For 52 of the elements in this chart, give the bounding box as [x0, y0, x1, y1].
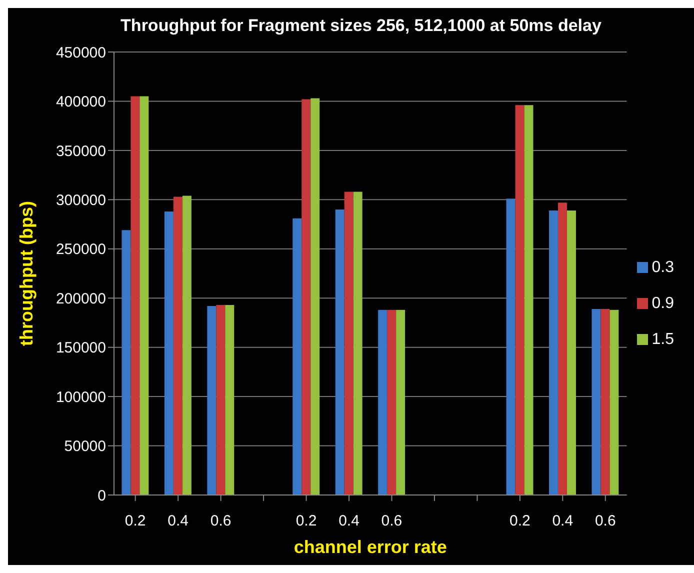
- bar: [600, 308, 610, 495]
- x-tick-label: 0.2: [296, 512, 317, 530]
- y-tick-label: 400000: [56, 94, 106, 111]
- bar: [506, 198, 516, 495]
- bar: [173, 196, 182, 495]
- x-tick-label: 0.6: [594, 512, 616, 530]
- bar: [335, 210, 344, 495]
- bar: [558, 202, 567, 495]
- x-tick-label: 0.6: [381, 512, 402, 530]
- bar: [207, 306, 216, 495]
- y-tick-label: 200000: [56, 290, 106, 308]
- bar: [225, 305, 234, 495]
- y-tick-label: 450000: [56, 44, 106, 62]
- bar: [310, 98, 320, 495]
- y-tick-label: 50000: [64, 438, 106, 456]
- bar: [548, 210, 558, 495]
- legend-label: 1.5: [652, 330, 674, 348]
- legend-label: 0.3: [652, 258, 674, 276]
- y-tick-label: 350000: [56, 142, 106, 160]
- x-axis-title: channel error rate: [294, 537, 447, 557]
- y-tick-label: 250000: [56, 241, 106, 258]
- bar: [515, 105, 524, 495]
- x-tick-label: 0.4: [338, 512, 360, 530]
- bar: [396, 310, 406, 495]
- y-tick-label: 300000: [56, 192, 106, 209]
- bar: [302, 99, 311, 495]
- x-tick-label: 0.2: [124, 512, 146, 530]
- y-tick-label: 100000: [56, 388, 106, 406]
- x-tick-label: 0.6: [210, 512, 232, 530]
- y-tick-label: 0: [98, 487, 106, 504]
- bar: [387, 310, 396, 495]
- bar: [140, 96, 149, 495]
- bar: [122, 230, 131, 495]
- y-axis-title: throughput (bps): [16, 201, 36, 346]
- x-tick-label: 0.4: [168, 512, 189, 530]
- bar: [182, 196, 192, 495]
- bar: [344, 192, 354, 495]
- bar: [378, 310, 388, 495]
- bar: [610, 310, 619, 495]
- bar: [592, 308, 601, 495]
- bar: [566, 210, 576, 495]
- chart-title: Throughput for Fragment sizes 256, 512,1000 at 50ms delay: [120, 15, 602, 37]
- bar: [130, 96, 140, 495]
- x-tick-label: 0.2: [509, 512, 530, 530]
- legend-label: 0.9: [652, 294, 674, 312]
- x-tick-label: 0.4: [552, 512, 574, 530]
- y-tick-label: 150000: [56, 340, 106, 357]
- bar: [353, 192, 362, 495]
- bar: [164, 211, 174, 495]
- bar: [216, 305, 226, 495]
- bar: [524, 105, 534, 495]
- bar: [292, 218, 302, 495]
